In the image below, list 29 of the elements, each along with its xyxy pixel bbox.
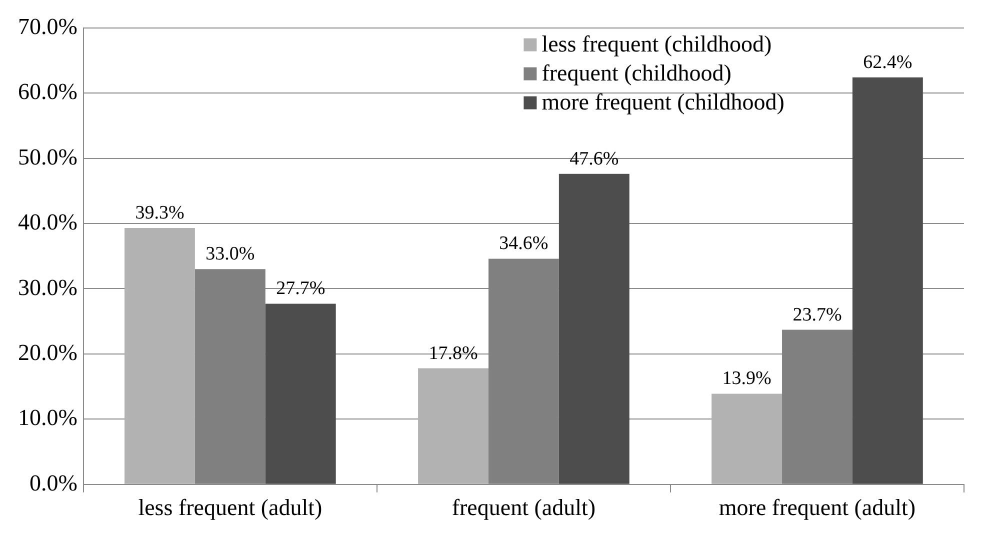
y-tick-label: 40.0% bbox=[18, 210, 78, 235]
data-label: 62.4% bbox=[863, 52, 912, 73]
legend-label: frequent (childhood) bbox=[542, 60, 732, 86]
data-label: 33.0% bbox=[206, 244, 255, 265]
y-tick-label: 0.0% bbox=[29, 470, 78, 496]
y-tick-label: 10.0% bbox=[18, 405, 78, 430]
y-tick-label: 60.0% bbox=[18, 79, 78, 104]
bar bbox=[124, 228, 195, 484]
x-tick-label: more frequent (adult) bbox=[718, 495, 916, 520]
bar bbox=[418, 368, 488, 484]
data-label: 23.7% bbox=[792, 304, 842, 326]
y-tick-label: 50.0% bbox=[18, 144, 78, 170]
data-label: 47.6% bbox=[570, 148, 619, 170]
bar bbox=[558, 174, 630, 484]
y-tick-label: 30.0% bbox=[18, 274, 78, 300]
data-label: 27.7% bbox=[276, 278, 326, 300]
data-label: 13.9% bbox=[722, 368, 772, 390]
data-label: 34.6% bbox=[499, 233, 548, 254]
bar bbox=[852, 77, 923, 484]
data-label: 17.8% bbox=[428, 342, 478, 364]
bar bbox=[712, 394, 782, 484]
y-tick-label: 20.0% bbox=[18, 340, 78, 365]
y-tick-label: 70.0% bbox=[18, 14, 78, 39]
x-tick-label: less frequent (adult) bbox=[138, 495, 322, 520]
data-label: 39.3% bbox=[135, 202, 184, 224]
x-tick-label: frequent (adult) bbox=[452, 495, 596, 520]
bar bbox=[265, 304, 336, 484]
legend-label: more frequent (childhood) bbox=[542, 89, 784, 114]
legend-label: less frequent (childhood) bbox=[542, 31, 772, 56]
